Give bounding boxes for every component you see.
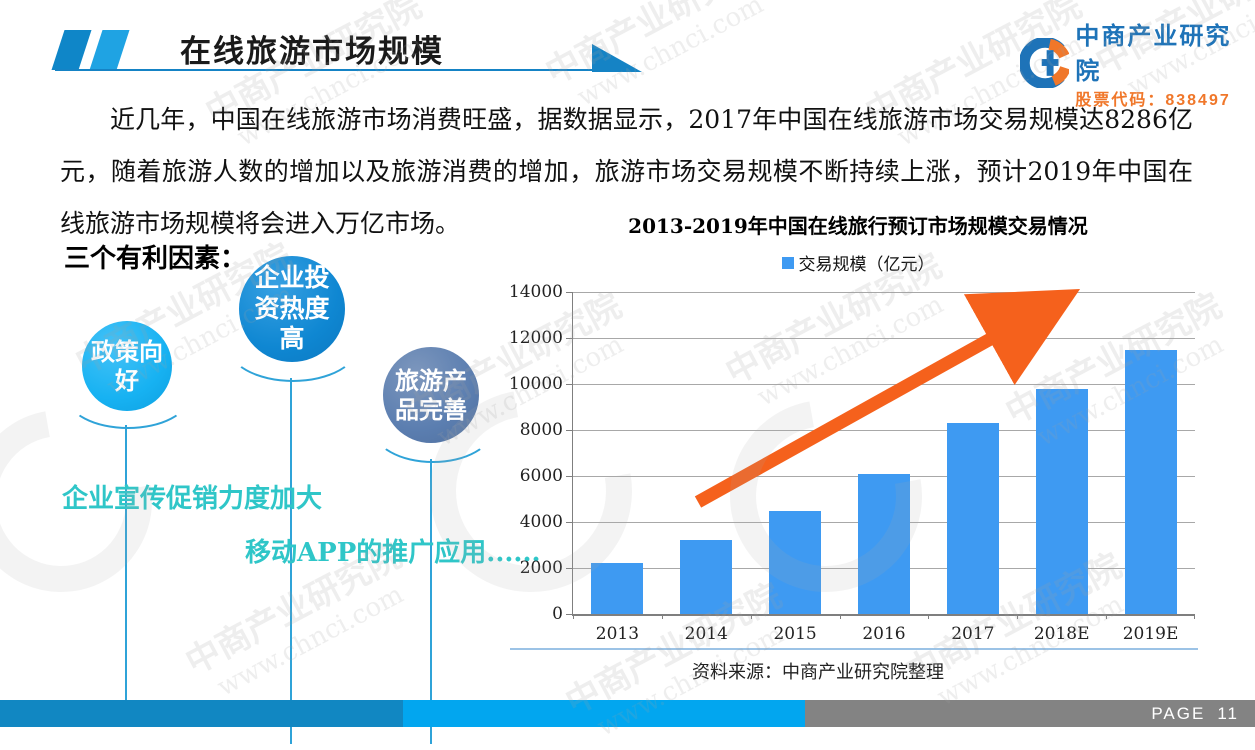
y-tick-12000 [566,337,573,339]
stock-code: 股票代码：838497 [1075,92,1231,109]
x-tick-5 [1017,614,1019,619]
x-axis-label-2013: 2013 [595,624,640,644]
x-axis-label-2016: 2016 [862,624,906,644]
bar-2013 [591,563,644,614]
factors-heading: 三个有利因素： [64,244,247,274]
factor-bubble-policy-line1: 政策向 [91,336,163,366]
y-tick-4000 [566,521,573,523]
chart-plot: 0 2000 4000 6000 8000 10000 12000 14000 2013 2014… [509,282,1195,644]
factor-bubble-investment-line1: 企业投 [254,263,330,293]
factor-note-mobile-app: 移动APP的推广应用...... [245,538,541,568]
header-divider-line [55,69,593,71]
bubble-arc-2 [226,306,360,382]
bubble-drop-line-2 [290,378,292,744]
x-axis-label-2018E: 2018E [1033,624,1090,644]
bar-2017 [946,423,999,614]
bar-2015 [769,510,822,614]
y-tick-2000 [566,567,573,569]
footer-bar-left [0,700,403,727]
x-tick-2 [750,614,752,619]
bubble-drop-line-1 [125,425,127,700]
header-accent-parallelogram-1 [51,30,92,70]
factor-note-promotion: 企业宣传促销力度加大 [62,484,323,514]
legend-swatch [781,256,794,269]
bar-2016 [858,473,910,614]
x-axis-label-2017: 2017 [951,624,995,644]
x-tick-7 [1194,614,1195,619]
y-tick-0 [566,613,573,615]
x-tick-3 [839,614,841,619]
y-tick-8000 [566,429,573,431]
company-logo-icon [1020,38,1070,88]
y-axis-label-14000: 14000 [508,282,563,302]
intro-paragraph: 近几年，中国在线旅游市场消费旺盛，据数据显示，2017年中国在线旅游市场交易规模… [60,94,1193,250]
x-tick-0 [573,614,574,619]
y-tick-6000 [566,475,573,477]
header-accent-parallelogram-2 [89,30,130,70]
footer-bar-middle [403,700,805,727]
bar-2018E [1035,388,1088,614]
y-axis-label-4000: 4000 [519,512,563,532]
footer-page-label: PAGE [1151,703,1206,723]
gridline-8000 [573,429,1195,431]
y-tick-10000 [566,383,573,385]
bar-2019E [1124,349,1177,614]
x-tick-1 [661,614,663,619]
company-name: 中商产业研究院 [1075,23,1232,85]
chart-bottom-underline [510,648,1198,650]
y-axis-label-12000: 12000 [508,328,563,348]
factor-bubble-product-line1: 旅游产 [395,365,467,395]
gridline-10000 [573,383,1195,385]
y-axis-label-10000: 10000 [508,374,563,394]
y-axis-label-6000: 6000 [519,466,563,486]
chart-legend: 交易规模（亿元） [508,250,1208,275]
legend-label: 交易规模（亿元） [798,255,935,275]
x-tick-6 [1106,614,1108,619]
intro-line-2: 元，随着旅游人数的增加以及旅游消费的增加，旅游市场交易规模不断持续上涨，预计20… [60,157,1193,186]
bubble-drop-line-3 [430,459,432,744]
x-tick-4 [928,614,930,619]
chart-title: 2013-2019年中国在线旅行预订市场规模交易情况 [628,214,1088,238]
footer-page-number: 11 [1217,703,1239,723]
y-tick-14000 [566,291,573,293]
bubble-arc-1 [66,363,190,429]
bubble-arc-3 [372,393,494,463]
x-axis-label-2014: 2014 [684,624,728,644]
x-axis-label-2019E: 2019E [1122,624,1179,644]
company-logo: 中商产业研究院 股票代码：838497 [1020,16,1255,110]
footer-bar-right: PAGE 11 [805,700,1255,727]
intro-line-3: 线旅游市场规模将会进入万亿市场。 [60,209,461,238]
intro-line-1: 近几年，中国在线旅游市场消费旺盛，据数据显示，2017年中国在线旅游市场交易规模… [110,105,1193,134]
market-scale-chart: 2013-2019年中国在线旅行预订市场规模交易情况 交易规模（亿元） 0 200… [508,210,1208,700]
gridline-14000 [573,291,1195,293]
chart-source: 资料来源：中商产业研究院整理 [692,662,944,683]
y-axis-label-2000: 2000 [519,558,563,578]
x-axis-label-2015: 2015 [773,624,817,644]
header-triangle-accent [592,44,642,72]
page-title: 在线旅游市场规模 [180,34,444,70]
y-axis-label-8000: 8000 [519,420,563,440]
bar-2014 [680,540,733,614]
gridline-12000 [573,337,1195,339]
y-axis-label-0: 0 [552,604,563,624]
